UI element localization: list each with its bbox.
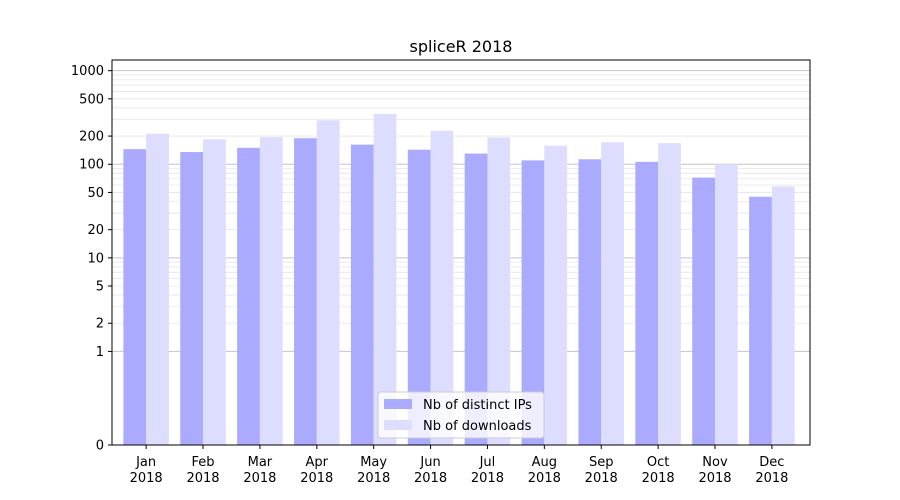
y-tick-label: 10 <box>87 251 104 266</box>
bar-downloads <box>544 145 568 445</box>
bar-downloads <box>146 133 169 446</box>
x-tick-label-month: Jan <box>135 455 156 470</box>
y-tick-label: 2 <box>96 317 104 332</box>
x-tick-label-month: Apr <box>306 455 329 470</box>
bars <box>123 113 795 446</box>
y-tick-label: 1 <box>96 345 104 360</box>
legend-label: Nb of distinct IPs <box>423 398 532 413</box>
bar-downloads <box>601 142 624 445</box>
x-tick-label-month: Nov <box>702 455 728 470</box>
bar-distinct-ips <box>350 144 374 445</box>
chart-title: spliceR 2018 <box>410 37 513 56</box>
x-tick-label-month: Jun <box>419 455 440 470</box>
y-tick-label: 50 <box>87 186 104 201</box>
x-tick-label-year: 2018 <box>755 471 788 486</box>
x-tick-label-year: 2018 <box>698 471 731 486</box>
bar-distinct-ips <box>749 196 772 445</box>
y-axis: 0 1 2 5 10 20 50 100 200 500 1000 <box>71 64 112 454</box>
legend-swatch <box>384 399 412 409</box>
legend-box <box>377 391 545 439</box>
x-tick-label-month: Feb <box>192 455 215 470</box>
x-tick-label-year: 2018 <box>130 471 163 486</box>
bar-downloads <box>316 120 340 445</box>
bar-distinct-ips <box>692 177 715 446</box>
x-tick-label-year: 2018 <box>528 471 561 486</box>
x-tick-label-year: 2018 <box>642 471 675 486</box>
legend: Nb of distinct IPs Nb of downloads <box>377 391 545 439</box>
bar-downloads <box>714 164 738 445</box>
y-tick-label: 0 <box>96 439 104 454</box>
bar-distinct-ips <box>521 160 545 445</box>
bar-downloads <box>487 137 511 446</box>
x-tick-label-year: 2018 <box>471 471 504 486</box>
y-tick-label: 20 <box>87 223 104 238</box>
plot-frame <box>111 59 811 446</box>
bar-distinct-ips <box>180 152 204 445</box>
x-tick-label-month: Dec <box>759 455 784 470</box>
bar-distinct-ips <box>578 159 602 446</box>
bar-downloads <box>203 139 226 445</box>
x-tick-label-month: May <box>360 455 387 470</box>
x-tick-label-year: 2018 <box>357 471 390 486</box>
x-tick-label-month: Sep <box>589 455 614 470</box>
bar-distinct-ips <box>294 138 317 446</box>
legend-swatch <box>384 420 412 430</box>
x-tick-label-month: Mar <box>248 455 273 470</box>
bar-downloads <box>373 113 397 446</box>
bar-downloads <box>771 186 795 445</box>
x-tick-label-year: 2018 <box>414 471 447 486</box>
x-axis: Jan2018Feb2018Mar2018Apr2018May2018Jun20… <box>130 445 788 486</box>
x-tick-label-month: Jul <box>479 455 496 470</box>
bar-downloads <box>430 130 454 445</box>
bar-distinct-ips <box>635 161 659 445</box>
x-tick-label-year: 2018 <box>300 471 333 486</box>
x-tick-label-year: 2018 <box>243 471 276 486</box>
y-tick-label: 1000 <box>71 64 104 79</box>
bar-distinct-ips <box>237 147 260 445</box>
y-tick-label: 500 <box>79 92 104 107</box>
x-tick-label-month: Aug <box>532 455 557 470</box>
bar-distinct-ips <box>123 149 147 445</box>
x-tick-label-month: Oct <box>647 455 669 470</box>
y-tick-label: 5 <box>96 280 104 295</box>
y-tick-label: 200 <box>79 130 104 145</box>
bar-distinct-ips <box>464 153 488 446</box>
y-tick-label: 100 <box>79 158 104 173</box>
legend-label: Nb of downloads <box>423 419 532 434</box>
bar-downloads <box>259 137 283 445</box>
x-tick-label-year: 2018 <box>585 471 618 486</box>
x-tick-label-year: 2018 <box>186 471 219 486</box>
bar-distinct-ips <box>407 149 431 445</box>
bar-downloads <box>658 143 681 445</box>
